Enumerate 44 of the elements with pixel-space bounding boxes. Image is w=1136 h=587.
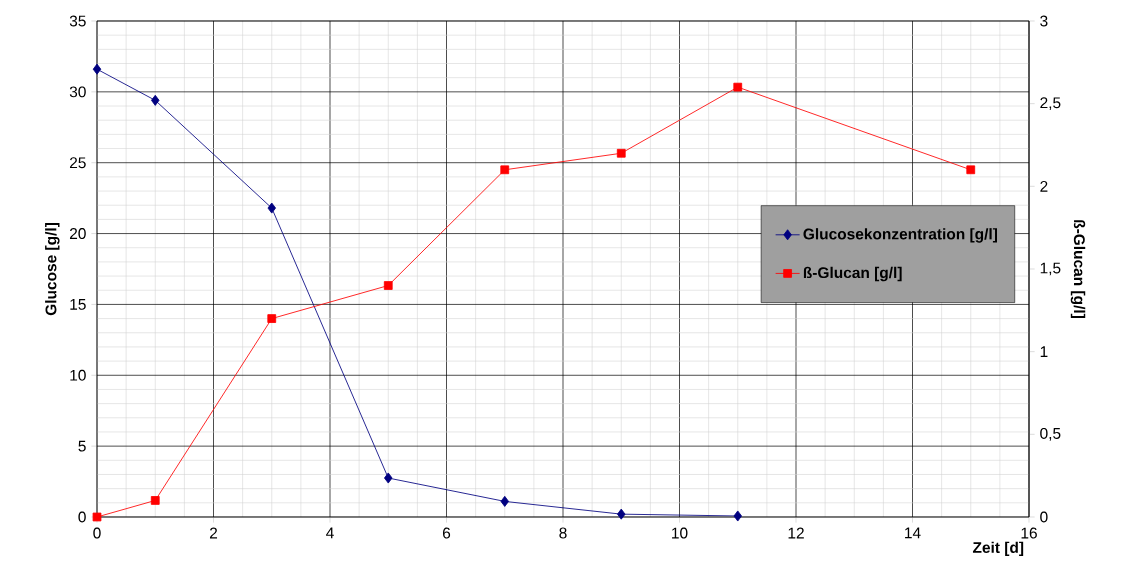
x-tick-label: 8 <box>559 527 567 539</box>
y2-tick-label: 1,5 <box>1040 262 1061 276</box>
point <box>617 508 626 520</box>
point <box>267 202 276 214</box>
y-tick-label: 0 <box>78 511 86 523</box>
point <box>733 510 742 522</box>
y-tick-label: 10 <box>70 369 86 381</box>
x-axis-title: Zeit [d] <box>972 541 1024 557</box>
y-tick-label: 25 <box>69 157 86 169</box>
y-tick-label: 35 <box>69 15 86 27</box>
y2-tick-label: 0 <box>1040 511 1048 523</box>
point <box>92 63 102 75</box>
point <box>383 281 393 290</box>
point <box>150 496 160 505</box>
legend-label: ß-Glucan [g/l] <box>803 266 902 282</box>
point <box>151 94 160 106</box>
y-tick-label: 15 <box>70 299 86 310</box>
point <box>500 495 509 507</box>
point <box>733 82 743 92</box>
x-tick-label: 12 <box>788 527 804 539</box>
y2-axis-title: ß-Glucan [g/l] <box>1070 220 1086 318</box>
y-tick-label: 20 <box>69 228 86 240</box>
point <box>616 148 626 158</box>
x-tick-label: 16 <box>1021 527 1037 539</box>
y2-tick-label: 2,5 <box>1040 97 1061 111</box>
y2-tick-label: 2 <box>1040 180 1048 192</box>
y-tick-label: 30 <box>69 86 86 98</box>
point <box>92 512 102 522</box>
y2-tick-label: 0,5 <box>1040 427 1061 441</box>
x-tick-label: 4 <box>326 527 334 539</box>
x-tick-label: 2 <box>209 527 218 539</box>
point <box>267 314 277 323</box>
y2-tick-label: 3 <box>1040 15 1048 27</box>
y2-tick-label: 1 <box>1040 346 1048 357</box>
x-tick-label: 14 <box>905 527 921 539</box>
point <box>384 472 393 484</box>
x-tick-label: 10 <box>672 527 688 539</box>
x-tick-label: 6 <box>443 527 451 539</box>
point <box>500 165 510 175</box>
point <box>966 165 976 175</box>
x-tick-label: 0 <box>93 527 101 539</box>
y-tick-label: 5 <box>78 440 86 452</box>
y-axis-title: Glucose [g/l] <box>45 223 60 316</box>
legend-label: Glucosekonzentration [g/l] <box>803 228 997 243</box>
